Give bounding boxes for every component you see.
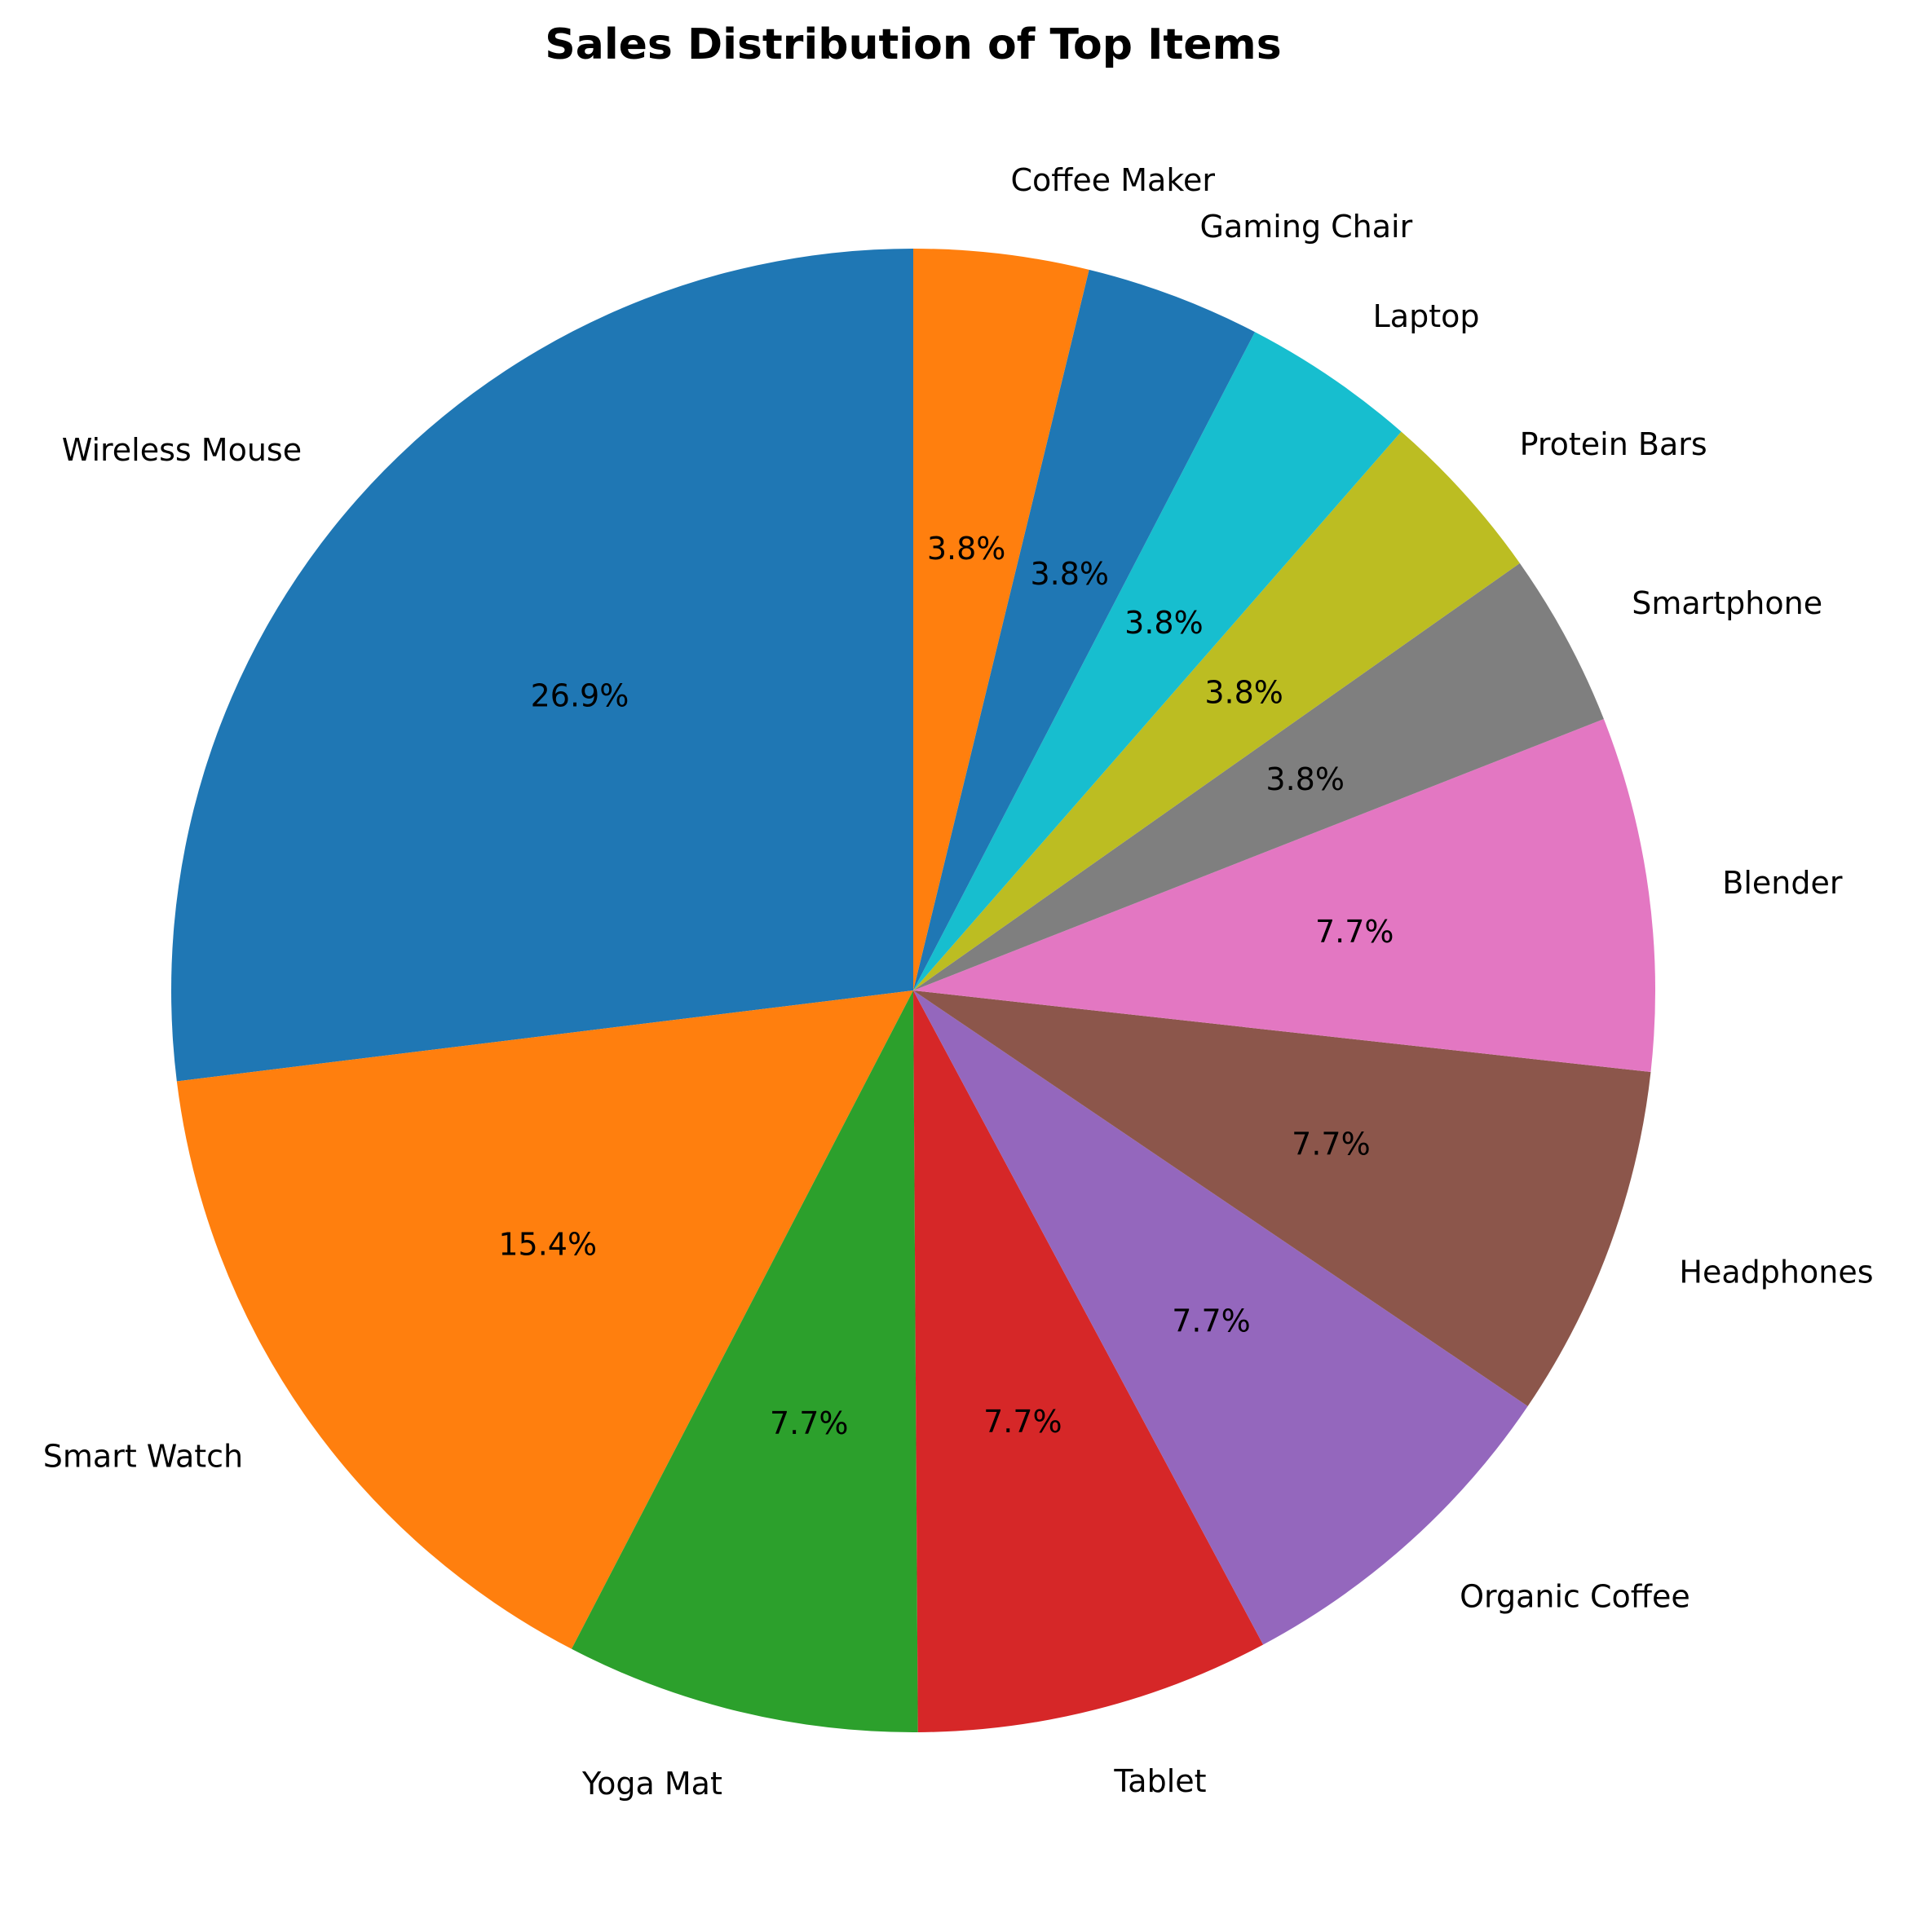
slice-label: Protein Bars [1520,426,1707,462]
pct-label: 3.8% [1124,605,1204,641]
pct-label: 7.7% [1292,1127,1371,1162]
pie-slice-headphones [913,990,1651,1407]
pie-slice-smart-watch [176,990,913,1649]
category-labels: Wireless Mouse Smart Watch Yoga Mat Tablet O… [43,162,1874,1802]
slice-label: Wireless Mouse [62,432,302,468]
slice-label: Blender [1722,865,1843,901]
pct-label: 7.7% [1172,1303,1251,1339]
pie-slice-wireless-mouse [171,249,913,1082]
slice-label: Tablet [1113,1763,1206,1799]
pct-label: 15.4% [498,1227,597,1263]
pie-slice-laptop [913,332,1402,990]
pie-slice-yoga-mat [572,990,918,1732]
pie-slice-smartphone [913,562,1604,990]
pie-slices [171,249,1656,1732]
slice-label: Headphones [1679,1255,1873,1290]
slice-label: Laptop [1373,298,1480,334]
percentage-labels: 26.9%15.4%7.7% 7.7%7.7%7.7%7.7%3.8%3.8%3.… [498,531,1394,1441]
slice-label: Coffee Maker [1010,162,1215,198]
pct-label: 3.8% [927,531,1006,567]
slice-label: Smart Watch [43,1438,243,1474]
pct-label: 7.7% [983,1404,1062,1440]
pct-label: 7.7% [770,1405,849,1441]
pct-label: 3.8% [1030,556,1109,592]
pct-label: 7.7% [1315,914,1394,950]
pct-label: 3.8% [1265,761,1345,797]
slice-label: Gaming Chair [1200,209,1413,245]
pie-slice-blender [913,719,1656,1073]
chart-title: Sales Distribution of Top Items [545,20,1281,69]
pie-slice-tablet [913,990,1264,1732]
pie-slice-coffee-maker [913,249,1089,990]
pie-slice-gaming-chair [913,269,1255,990]
slice-label: Smartphone [1632,585,1822,621]
pie-slice-protein-bars [913,431,1520,990]
slice-label: Organic Coffee [1460,1579,1690,1615]
pct-label: 26.9% [531,677,629,713]
pie-slice-organic-coffee [913,990,1528,1645]
pct-label: 3.8% [1204,674,1283,710]
slice-label: Yoga Mat [581,1766,722,1802]
